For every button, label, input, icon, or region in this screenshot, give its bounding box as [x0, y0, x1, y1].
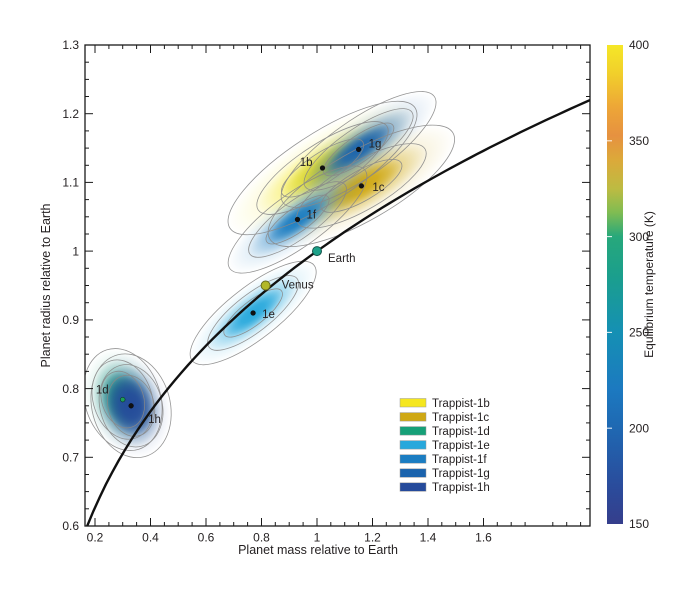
colorbar-tick-400: 400 [629, 38, 649, 52]
y-tick-label-0.6: 0.6 [62, 519, 79, 533]
legend-label-1e: Trappist-1e [432, 440, 490, 452]
label-1g: 1g [369, 138, 382, 150]
legend-swatch-1c [399, 412, 427, 422]
x-tick-label-0.2: 0.2 [87, 531, 104, 545]
point-1h [128, 403, 134, 409]
tick-labels: 0.2 0.4 0.6 0.8 1 1.2 1.4 1.6 0.6 0.7 0.8 0.9 1 1.1 1.… [62, 38, 492, 544]
label-1h: 1h [148, 414, 161, 426]
point-venus [260, 280, 271, 291]
legend: Trappist-1b Trappist-1c Trappist-1d Trappis… [399, 398, 490, 494]
x-axis-title: Planet mass relative to Earth [238, 543, 398, 557]
point-1e [250, 310, 256, 316]
colorbar: 400 350 300 250 200 150 Equilibrium temperatur… [607, 38, 656, 531]
y-tick-label-1.1: 1.1 [62, 176, 79, 190]
point-1d [120, 397, 126, 403]
point-1c [358, 183, 365, 189]
label-1f: 1f [307, 210, 317, 222]
colorbar-tick-300: 300 [629, 230, 649, 244]
planet-points: 1b 1c 1d 1e 1f 1g 1h Earth Venus [96, 138, 385, 425]
legend-label-1c: Trappist-1c [432, 412, 489, 424]
x-tick-label-1.2: 1.2 [364, 531, 381, 545]
colorbar-tick-250: 250 [629, 326, 649, 340]
legend-swatch-1h [399, 482, 427, 492]
point-1b [319, 165, 326, 171]
label-venus: Venus [282, 280, 314, 292]
x-tick-label-0.4: 0.4 [142, 531, 159, 545]
legend-swatch-1g [399, 468, 427, 478]
y-tick-label-1.2: 1.2 [62, 107, 79, 121]
point-earth [312, 246, 322, 257]
colorbar-title: Equilibrium temperature (K) [642, 211, 656, 358]
legend-label-1d: Trappist-1d [432, 426, 490, 438]
legend-swatch-1f [399, 454, 427, 464]
colorbar-tick-150: 150 [629, 517, 649, 531]
label-1c: 1c [372, 182, 384, 194]
legend-label-1b: Trappist-1b [432, 398, 490, 410]
y-tick-label-0.9: 0.9 [62, 313, 79, 327]
axes-frame [84, 44, 591, 527]
legend-swatch-1d [399, 426, 427, 436]
colorbar-tick-350: 350 [629, 134, 649, 148]
legend-label-1h: Trappist-1h [432, 482, 490, 494]
point-1f [294, 216, 301, 223]
point-1g [356, 146, 362, 153]
label-1d: 1d [96, 385, 109, 397]
y-tick-label-0.7: 0.7 [62, 451, 79, 465]
legend-label-1f: Trappist-1f [432, 454, 487, 466]
x-tick-label-0.6: 0.6 [198, 531, 215, 545]
y-tick-label-1.3: 1.3 [62, 38, 79, 52]
colorbar-gradient [607, 45, 623, 524]
mass-radius-curve [85, 99, 590, 526]
legend-swatch-1b [399, 398, 427, 408]
label-1e: 1e [262, 309, 275, 321]
label-1b: 1b [300, 157, 313, 169]
x-tick-label-1.4: 1.4 [420, 531, 437, 545]
legend-label-1g: Trappist-1g [432, 468, 490, 480]
legend-swatch-1e [399, 440, 427, 450]
label-earth: Earth [328, 253, 356, 265]
x-tick-label-1: 1 [314, 531, 321, 545]
y-tick-label-0.8: 0.8 [62, 382, 79, 396]
contour-lines [85, 91, 455, 459]
x-tick-label-0.8: 0.8 [253, 531, 270, 545]
colorbar-tick-200: 200 [629, 421, 649, 435]
y-tick-label-1: 1 [72, 244, 79, 258]
x-tick-label-1.6: 1.6 [475, 531, 492, 545]
y-axis-title: Planet radius relative to Earth [39, 203, 53, 367]
